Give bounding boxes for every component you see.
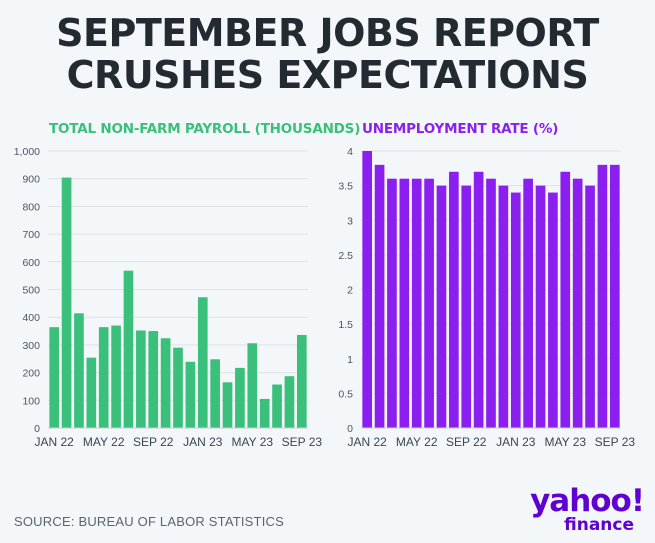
payroll-bar xyxy=(86,357,97,428)
unemployment-bar xyxy=(374,164,385,428)
unemployment-x-tick-label: SEP 23 xyxy=(595,435,636,449)
unemployment-bar xyxy=(609,164,620,428)
payroll-y-tick-label: 600 xyxy=(22,257,40,269)
page-title: SEPTEMBER JOBS REPORT CRUSHES EXPECTATIO… xyxy=(0,12,655,96)
title-line-1: SEPTEMBER JOBS REPORT xyxy=(56,11,599,55)
unemployment-bar xyxy=(585,185,595,428)
unemployment-y-tick-label: 1 xyxy=(347,354,353,366)
payroll-bar xyxy=(284,376,295,428)
unemployment-y-tick-label: 1.5 xyxy=(338,319,353,331)
payroll-x-tick-label: MAY 23 xyxy=(231,435,273,449)
payroll-y-tick-label: 1,000 xyxy=(14,146,40,158)
unemployment-bar xyxy=(473,171,484,428)
unemployment-bar xyxy=(510,192,521,428)
payroll-y-tick-label: 500 xyxy=(22,285,40,297)
unemployment-y-tick-label: 2.5 xyxy=(338,250,353,262)
unemployment-y-tick-label: 4 xyxy=(347,146,353,158)
payroll-y-tick-label: 400 xyxy=(22,312,40,324)
payroll-y-tick-label: 700 xyxy=(22,229,40,241)
unemployment-bar xyxy=(387,178,397,428)
payroll-bar xyxy=(148,331,159,428)
payroll-x-tick-label: SEP 23 xyxy=(282,435,323,449)
unemployment-bar xyxy=(572,178,583,428)
unemployment-y-tick-label: 3.5 xyxy=(338,181,353,193)
payroll-bar xyxy=(160,338,171,428)
payroll-bar xyxy=(123,270,134,428)
payroll-x-tick-label: JAN 22 xyxy=(35,435,75,449)
unemployment-bar xyxy=(535,185,546,428)
unemployment-bar xyxy=(436,185,447,428)
unemployment-bar xyxy=(597,164,608,428)
payroll-chart-title: TOTAL NON-FARM PAYROLL (THOUSANDS) xyxy=(49,121,361,137)
payroll-bar xyxy=(247,343,258,428)
payroll-bar xyxy=(136,330,146,428)
payroll-bar xyxy=(296,334,307,428)
payroll-bar xyxy=(173,347,183,428)
unemployment-bar xyxy=(560,171,571,428)
payroll-y-tick-label: 900 xyxy=(22,174,40,186)
payroll-bar xyxy=(235,367,245,428)
payroll-x-tick-label: SEP 22 xyxy=(133,435,174,449)
unemployment-x-tick-label: JAN 22 xyxy=(348,435,388,449)
unemployment-bar xyxy=(486,178,496,428)
unemployment-y-tick-label: 0.5 xyxy=(338,388,353,400)
payroll-y-tick-label: 300 xyxy=(22,340,40,352)
payroll-y-tick-label: 200 xyxy=(22,368,40,380)
unemployment-x-tick-label: JAN 23 xyxy=(496,435,536,449)
unemployment-x-tick-label: MAY 22 xyxy=(396,435,438,449)
payroll-bar xyxy=(185,361,196,428)
unemployment-bar xyxy=(362,151,373,428)
unemployment-bar xyxy=(523,178,533,428)
unemployment-bar xyxy=(424,178,434,428)
payroll-y-tick-label: 100 xyxy=(22,395,40,407)
payroll-y-tick-label: 800 xyxy=(22,201,40,213)
unemployment-x-tick-label: SEP 22 xyxy=(446,435,487,449)
source-note: SOURCE: BUREAU OF LABOR STATISTICS xyxy=(14,514,284,529)
payroll-bar xyxy=(272,384,282,428)
payroll-bar xyxy=(98,327,109,428)
unemployment-bar xyxy=(498,185,509,428)
logo-main-text: yahoo! xyxy=(530,483,645,519)
logo-sub-text: finance xyxy=(564,515,634,535)
unemployment-chart-title: UNEMPLOYMENT RATE (%) xyxy=(362,121,559,137)
unemployment-y-tick-label: 0 xyxy=(347,423,353,435)
unemployment-y-tick-label: 2 xyxy=(347,285,353,297)
unemployment-x-tick-label: MAY 23 xyxy=(544,435,586,449)
payroll-bar xyxy=(61,177,72,428)
unemployment-y-tick-label: 3 xyxy=(347,215,353,227)
payroll-y-tick-label: 0 xyxy=(34,423,40,435)
payroll-bar xyxy=(49,327,60,428)
unemployment-bar xyxy=(411,178,422,428)
payroll-bar xyxy=(197,297,208,428)
title-line-2: CRUSHES EXPECTATIONS xyxy=(66,53,589,97)
payroll-bar xyxy=(222,382,233,428)
payroll-bar xyxy=(259,398,270,428)
payroll-bar xyxy=(210,359,220,428)
payroll-bar xyxy=(74,313,84,428)
unemployment-bar xyxy=(449,171,459,428)
unemployment-bar xyxy=(548,192,558,428)
yahoo-finance-logo: yahoo! finance xyxy=(512,483,645,535)
unemployment-bar xyxy=(399,178,410,428)
payroll-x-tick-label: JAN 23 xyxy=(183,435,223,449)
unemployment-bar xyxy=(461,185,472,428)
payroll-bar xyxy=(111,325,121,428)
payroll-x-tick-label: MAY 22 xyxy=(83,435,125,449)
